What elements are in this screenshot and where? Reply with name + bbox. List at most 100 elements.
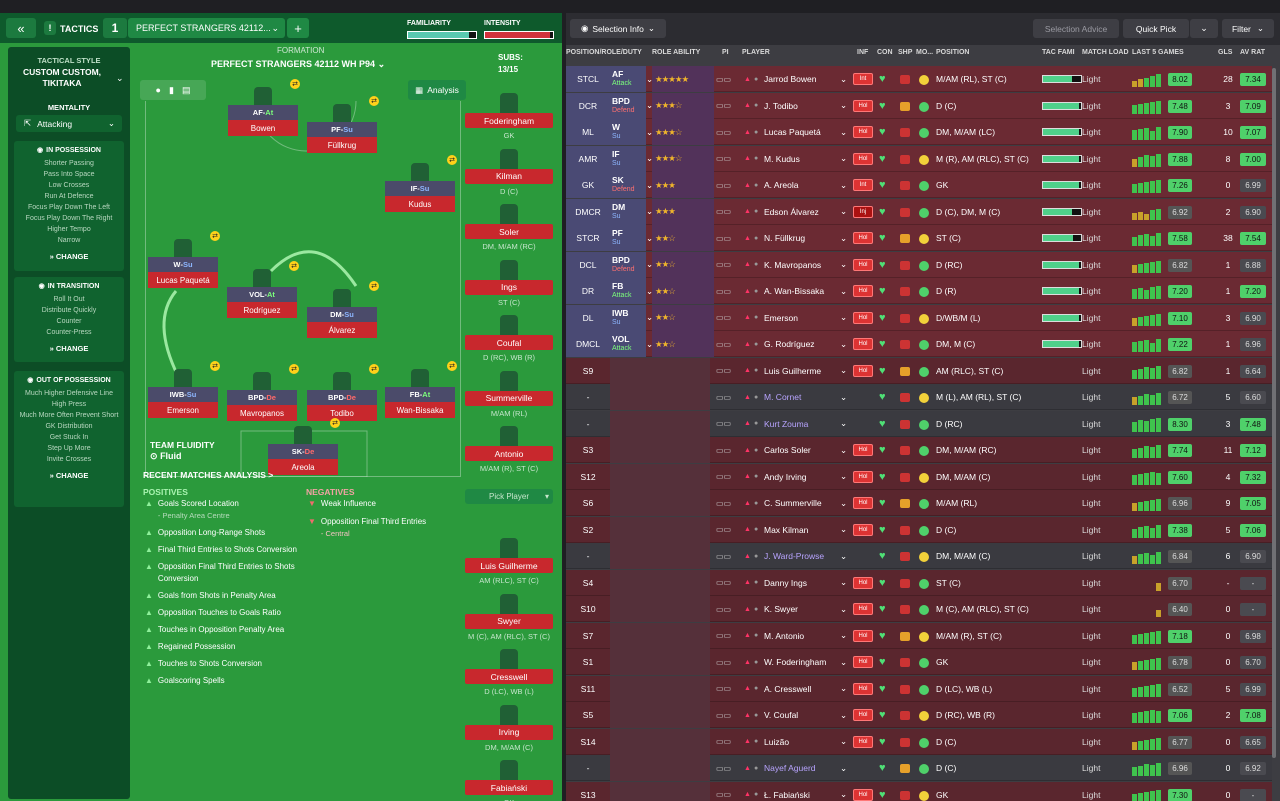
chevron-down-icon[interactable]: ⌄ (646, 285, 654, 296)
chevron-down-icon[interactable]: ⌄ (840, 391, 848, 402)
player-name[interactable]: M. Kudus (764, 153, 800, 164)
player-name[interactable]: Ł. Fabiański (764, 789, 810, 800)
table-row[interactable]: AMR IF Su ⌄ ★★★☆ ▭▭ ▲ ● M. Kudus ⌄ Hol ♥ M (R), AM (… (566, 145, 1272, 172)
column-header[interactable]: MATCH LOAD (1082, 49, 1129, 56)
chevron-down-icon[interactable]: ⌄ (840, 709, 848, 720)
chevron-down-icon[interactable]: ⌄ (646, 232, 654, 243)
table-row[interactable]: S5 ▭▭ ▲ ● V. Coufal ⌄ Hol ♥ D (RC), WB (R) Light 7… (566, 702, 1272, 729)
lineup-player-card[interactable]: AF - At Bowen (228, 105, 298, 136)
table-row[interactable]: S6 ▭▭ ▲ ● C. Summerville ⌄ Hol ♥ M/AM (RL) Light 6… (566, 490, 1272, 517)
selection-advice-button[interactable]: Selection Advice (1033, 19, 1119, 38)
lineup-player-card[interactable]: DM - Su Álvarez (307, 307, 377, 338)
player-instructions-icon[interactable]: ▭▭ (716, 154, 732, 163)
tactic-name-dropdown[interactable]: PERFECT STRANGERS 42112... ⌄ (128, 18, 285, 38)
player-instructions-icon[interactable]: ▭▭ (716, 710, 732, 720)
column-header[interactable]: PLAYER (742, 49, 770, 56)
swap-icon[interactable]: ⇄ (330, 418, 340, 428)
lineup-player-card[interactable]: FB - At Wan-Bissaka (385, 387, 455, 418)
selection-info-dropdown[interactable]: ◉ Selection Info ⌄ (570, 19, 666, 38)
table-row[interactable]: S13 ▭▭ ▲ ● Ł. Fabiański ⌄ Hol ♥ GK Light 7.30 0- (566, 781, 1272, 801)
player-instructions-icon[interactable]: ▭▭ (716, 74, 732, 84)
column-header[interactable]: ROLE ABILITY (652, 49, 701, 56)
formation-dropdown[interactable]: PERFECT STRANGERS 42112 WH P94 ⌄ (211, 59, 385, 70)
player-instructions-icon[interactable]: ▭▭ (716, 313, 732, 322)
role-duty-cell[interactable]: IF Su (610, 145, 646, 172)
chevron-down-icon[interactable]: ⌄ (646, 179, 654, 190)
add-tactic-button[interactable]: + (287, 18, 309, 38)
table-row[interactable]: S14 ▭▭ ▲ ● Luizão ⌄ Hol ♥ D (C) Light 6.77 0 6.65 (566, 728, 1272, 755)
table-row[interactable]: - ▭▭ ▲ ● M. Cornet ⌄ ♥ M (L), AM (RL), ST (C) Li… (566, 384, 1272, 411)
table-row[interactable]: STCR PF Su ⌄ ★★☆ ▭▭ ▲ ● N. Füllkrug ⌄ Hol ♥ ST (C) Li… (566, 225, 1272, 252)
player-instructions-icon[interactable]: ▭▭ (716, 551, 732, 561)
role-duty-cell[interactable]: SK Defend (610, 172, 646, 198)
chevron-down-icon[interactable]: ⌄ (840, 73, 848, 84)
sub-player[interactable]: Soler DM, M/AM (RC) (465, 224, 553, 251)
swap-icon[interactable]: ⇄ (289, 261, 299, 271)
player-shirt-icon[interactable] (253, 269, 271, 291)
lineup-player-card[interactable]: SK - De Areola (268, 444, 338, 475)
role-duty-cell[interactable]: BPD Defend (610, 92, 646, 119)
player-shirt-icon[interactable] (333, 289, 351, 311)
player-instructions-icon[interactable]: ▭▭ (716, 604, 732, 614)
player-instructions-icon[interactable]: ▭▭ (716, 392, 732, 402)
player-name[interactable]: Carlos Soler (764, 445, 811, 455)
table-row[interactable]: S3 ▭▭ ▲ ● Carlos Soler ⌄ Hol ♥ DM, M/AM (RC) Ligh… (566, 437, 1272, 464)
column-header[interactable]: LAST 5 GAMES (1132, 49, 1184, 56)
lineup-player-card[interactable]: VOL - At Rodríguez (227, 287, 297, 318)
player-name[interactable]: Lucas Paquetá (764, 127, 821, 137)
player-name[interactable]: W. Foderingham (764, 657, 827, 667)
player-name[interactable]: A. Cresswell (764, 683, 812, 694)
sub-player[interactable]: Antonio M/AM (R), ST (C) (465, 446, 553, 473)
chevron-down-icon[interactable]: ⌄ (840, 153, 848, 163)
player-name[interactable]: J. Ward-Prowse (764, 551, 825, 561)
lineup-player-card[interactable]: IF - Su Kudus (385, 181, 455, 212)
player-name[interactable]: M. Cornet (764, 392, 802, 402)
chevron-down-icon[interactable]: ⌄ (840, 789, 848, 799)
chevron-down-icon[interactable]: ⌄ (840, 232, 848, 243)
player-instructions-icon[interactable]: ▭▭ (716, 578, 732, 587)
swap-icon[interactable]: ⇄ (210, 361, 220, 371)
player-name[interactable]: Luizão (764, 736, 790, 747)
column-header[interactable]: INF (857, 49, 869, 56)
table-row[interactable]: - ▭▭ ▲ ● J. Ward-Prowse ⌄ ♥ DM, M/AM (C) Light 6.… (566, 543, 1272, 570)
table-row[interactable]: DCR BPD Defend ⌄ ★★★☆ ▭▭ ▲ ● J. Todibo ⌄ Hol ♥ D (C)… (566, 92, 1272, 119)
chevron-down-icon[interactable]: ⌄ (840, 365, 848, 375)
column-header[interactable]: TAC FAMI (1042, 49, 1075, 56)
chevron-down-icon[interactable]: ⌄ (116, 73, 124, 83)
quick-pick-menu-button[interactable]: ⌄ (1190, 19, 1218, 38)
table-row[interactable]: S1 ▭▭ ▲ ● W. Foderingham ⌄ Hol ♥ GK Light 6.78 0 6.7… (566, 649, 1272, 676)
chevron-down-icon[interactable]: ⌄ (646, 259, 654, 269)
sub-player[interactable]: Cresswell D (LC), WB (L) (465, 669, 553, 696)
player-shirt-icon[interactable] (333, 104, 351, 126)
back-button[interactable]: « (6, 18, 36, 38)
quick-pick-button[interactable]: Quick Pick (1123, 19, 1189, 38)
chevron-down-icon[interactable]: ⌄ (840, 630, 848, 640)
player-name[interactable]: C. Summerville (764, 498, 822, 508)
chevron-down-icon[interactable]: ⌄ (840, 259, 848, 269)
filter-dropdown[interactable]: Filter ⌄ (1222, 19, 1274, 38)
in-possession-change-button[interactable]: » CHANGE (49, 252, 89, 261)
chevron-down-icon[interactable]: ⌄ (646, 100, 654, 110)
player-name[interactable]: A. Areola (764, 180, 799, 190)
chevron-down-icon[interactable]: ⌄ (840, 206, 848, 216)
table-row[interactable]: S2 ▭▭ ▲ ● Max Kilman ⌄ Hol ♥ D (C) Light 7.38 5 7.06 (566, 516, 1272, 543)
column-header[interactable]: MO... (916, 49, 934, 56)
chevron-down-icon[interactable]: ⌄ (840, 524, 848, 534)
sub-player[interactable]: Fabiański GK (465, 780, 553, 801)
player-instructions-icon[interactable]: ▭▭ (716, 790, 732, 799)
view-toggle-group[interactable]: ● ▮ ▤ (140, 80, 206, 100)
role-duty-cell[interactable]: DM Su (610, 198, 646, 225)
chevron-down-icon[interactable]: ⌄ (840, 338, 848, 349)
chevron-down-icon[interactable]: ⌄ (646, 73, 654, 84)
recent-matches-link[interactable]: RECENT MATCHES ANALYSIS > (143, 470, 274, 480)
role-duty-cell[interactable]: FB Attack (610, 278, 646, 304)
player-instructions-icon[interactable]: ▭▭ (716, 684, 732, 693)
clipboard-icon[interactable]: ▤ (181, 84, 191, 95)
tactic-slot-number[interactable]: 1 (103, 18, 127, 38)
sub-player[interactable]: Irving DM, M/AM (C) (465, 724, 553, 752)
player-instructions-icon[interactable]: ▭▭ (716, 260, 732, 269)
swap-icon[interactable]: ⇄ (369, 364, 379, 374)
player-name[interactable]: M. Antonio (764, 630, 805, 641)
player-name[interactable]: Jarrod Bowen (764, 74, 817, 84)
chevron-down-icon[interactable]: ⌄ (840, 497, 848, 508)
